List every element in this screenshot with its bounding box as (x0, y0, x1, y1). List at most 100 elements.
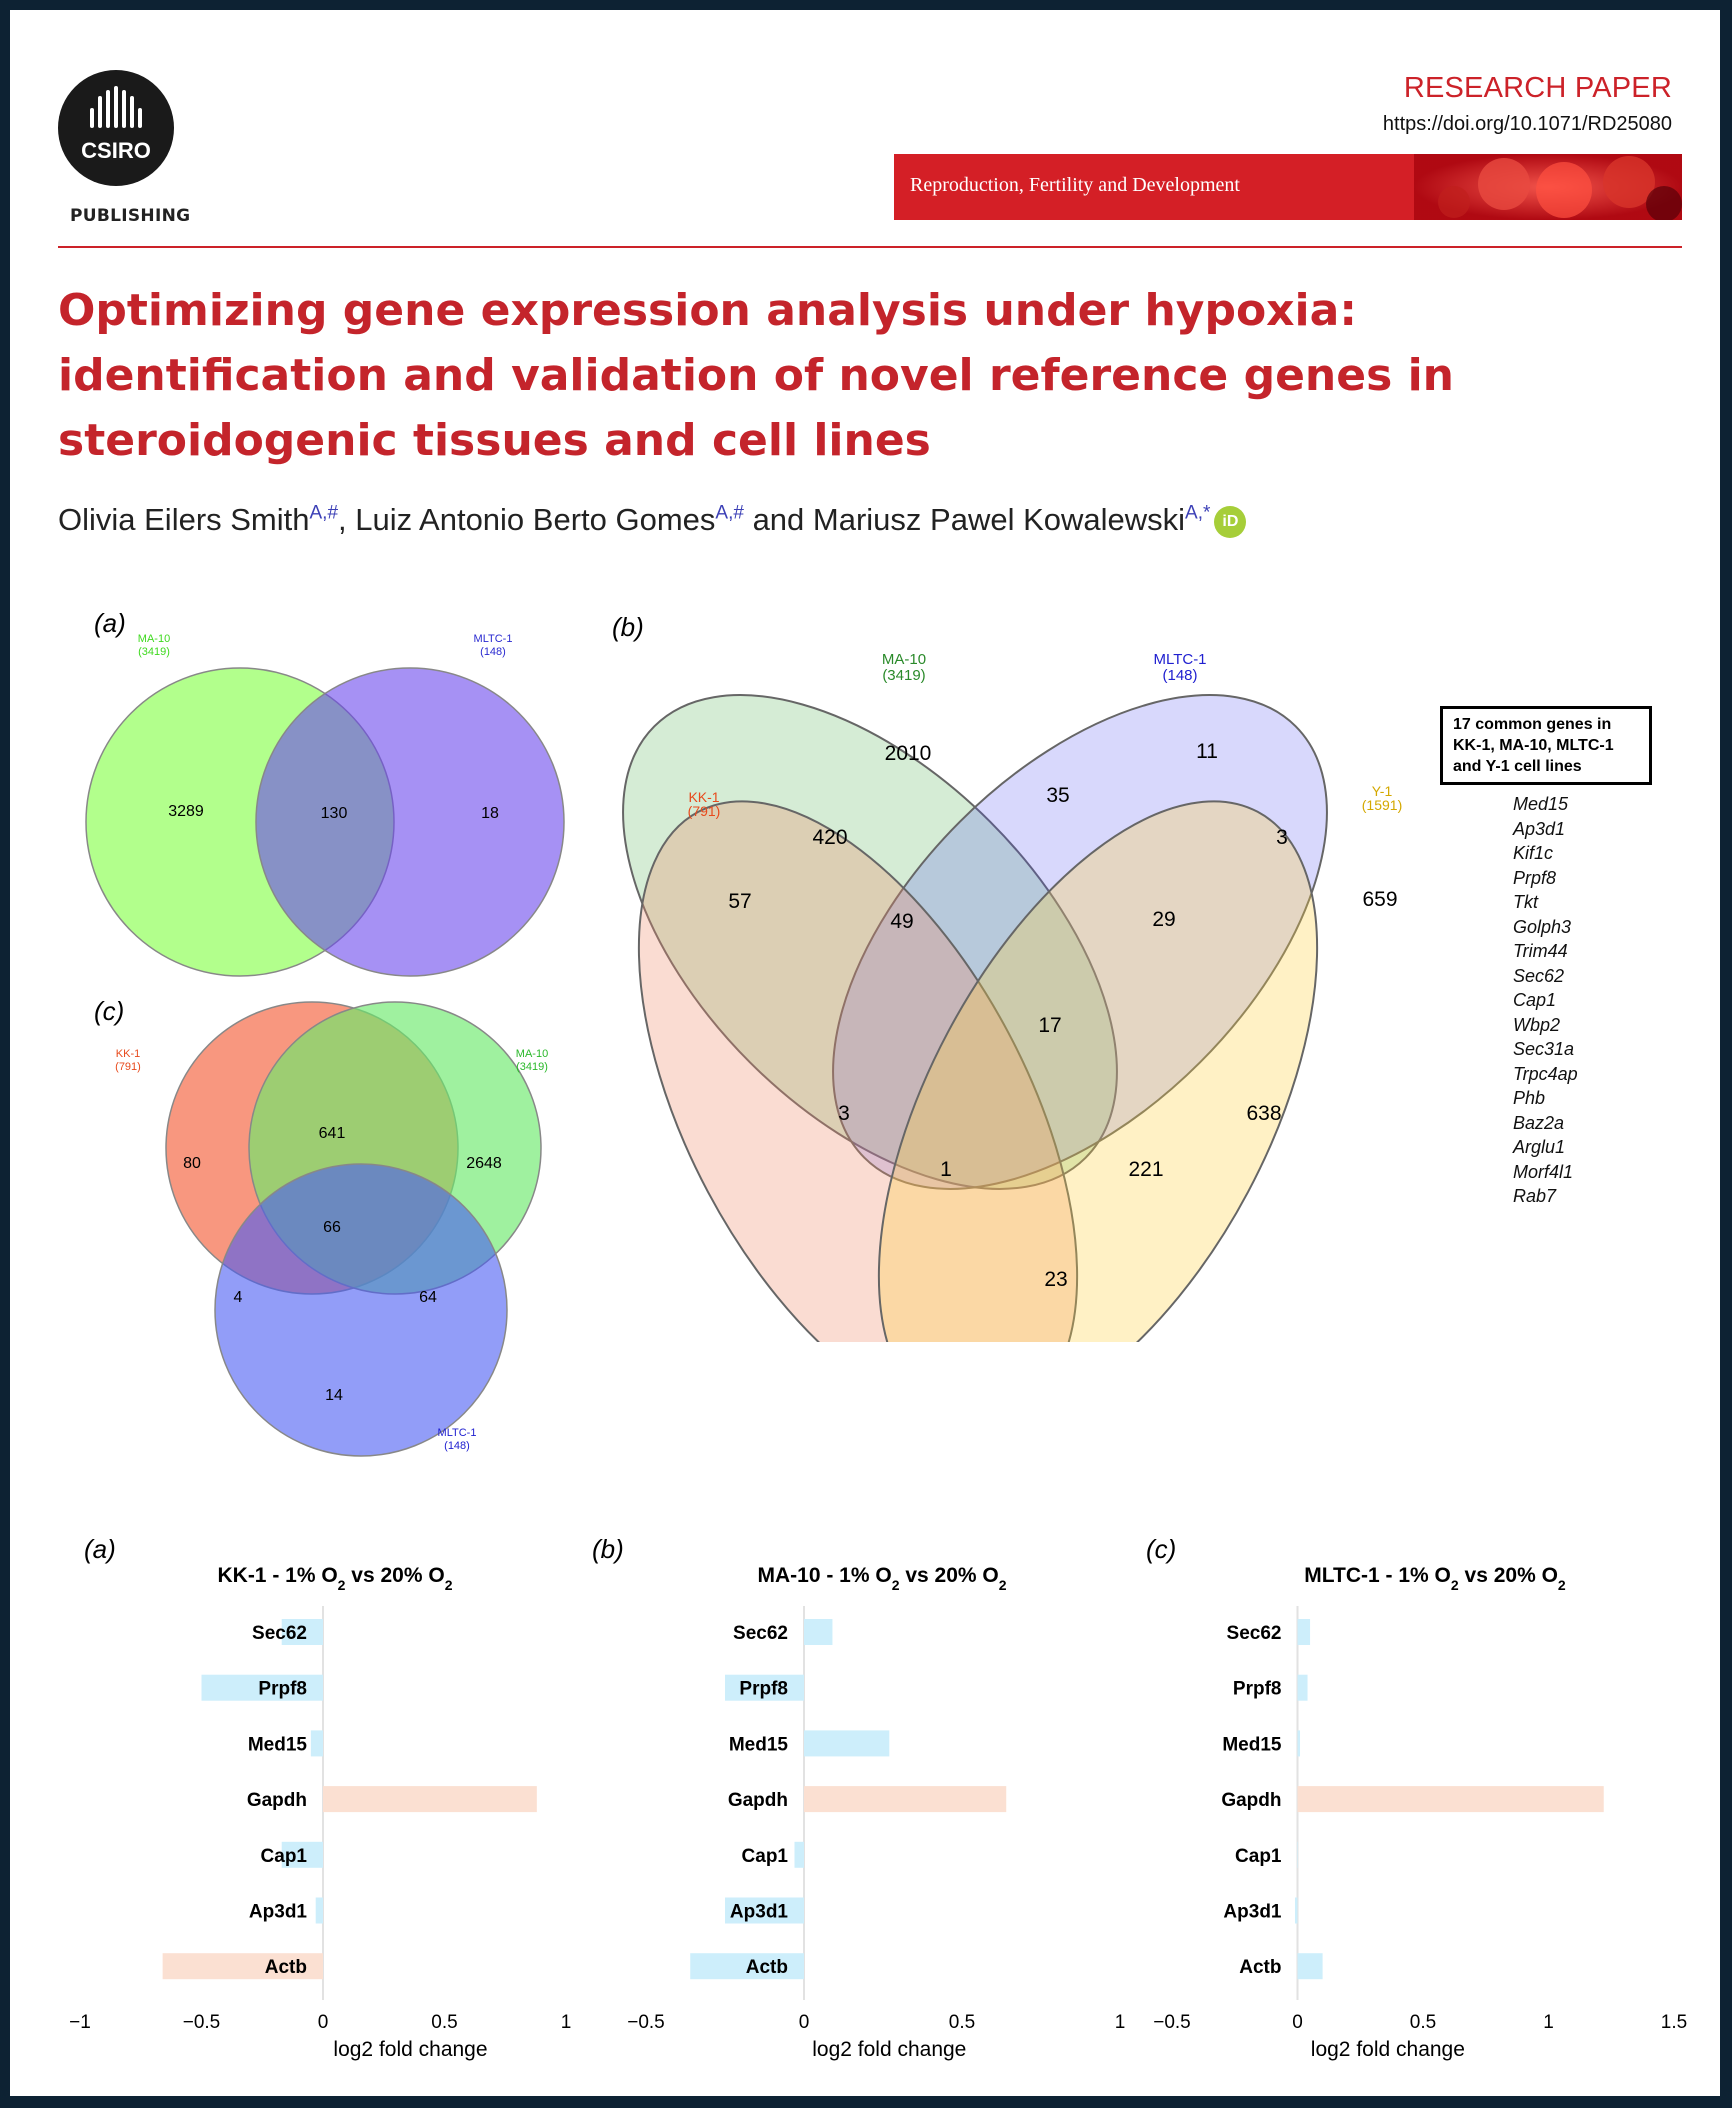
bar (1297, 1674, 1308, 1701)
region-count: 11 (1196, 740, 1218, 763)
region-count: 3 (838, 1102, 850, 1125)
category-label: Cap1 (1235, 1846, 1282, 1867)
set-count: (1591) (1362, 797, 1402, 813)
category-label: Sec62 (252, 1623, 307, 1644)
set-count: (148) (444, 1440, 470, 1452)
tick-label: 0.5 (1410, 2012, 1436, 2033)
region-count: 3289 (168, 803, 204, 820)
bar (323, 1786, 537, 1813)
tick-label: 0 (1292, 2012, 1303, 2033)
gene-item: Cap1 (1513, 990, 1557, 1010)
region-count: 2010 (885, 742, 932, 765)
author-name[interactable]: Mariusz Pawel Kowalewski (812, 502, 1186, 537)
bar (281, 1619, 323, 1645)
region-count: 18 (481, 805, 499, 822)
orcid-icon[interactable]: iD (1214, 505, 1247, 538)
bar (804, 1786, 1007, 1813)
bar (1297, 1619, 1311, 1645)
banner-image (1414, 154, 1682, 220)
set-name: MLTC-1 (1153, 651, 1206, 668)
tick-label: 0.5 (949, 2012, 975, 2033)
category-label: Ap3d1 (1223, 1902, 1282, 1923)
region-count: 17 (1038, 1014, 1061, 1037)
header-divider (58, 246, 1682, 248)
set-count: (148) (480, 646, 506, 658)
panel-label: (c) (1146, 1534, 1176, 1564)
region-count: 221 (1128, 1158, 1163, 1181)
category-label: Prpf8 (1233, 1679, 1282, 1700)
author-name[interactable]: Luiz Antonio Berto Gomes (355, 502, 716, 537)
category-label: Cap1 (742, 1846, 789, 1867)
category-label: Gapdh (247, 1790, 307, 1811)
venn-a: (a) MA-10 (3419) MLTC-1 (148) 3289 130 1… (85, 608, 565, 977)
journal-name: Reproduction, Fertility and Development (910, 174, 1240, 196)
chart-title: MA-10 - 1% O2 vs 20% O2 (757, 1564, 1006, 1593)
tick-label: −0.5 (627, 2012, 665, 2033)
category-label: Actb (1239, 1957, 1281, 1978)
set-name: KK-1 (116, 1048, 140, 1060)
region-count: 130 (321, 805, 348, 822)
tick-label: 0.5 (431, 2012, 457, 2033)
region-count: 64 (419, 1289, 437, 1306)
bar-charts: (a) KK-1 - 1% O2 vs 20% O2 Sec62 Prpf8 Med15… (69, 1534, 1687, 2061)
category-label: Actb (746, 1957, 788, 1978)
category-label: Med15 (729, 1734, 789, 1755)
region-count: 49 (890, 910, 913, 933)
venn-b: (b) MA-10 (3419) MLTC-1 (148) KK-1 (791)… (612, 612, 1402, 1342)
panel-label: (c) (94, 996, 124, 1026)
bar (725, 1897, 804, 1924)
venn-set-mltc1 (255, 667, 565, 977)
set-name: Y-1 (1372, 783, 1393, 799)
region-count: 29 (1152, 908, 1175, 931)
tick-label: 1 (1543, 2012, 1554, 2033)
category-label: Ap3d1 (249, 1902, 308, 1923)
panel-label: (a) (84, 1534, 116, 1564)
set-name: MLTC-1 (438, 1427, 477, 1439)
bar (1297, 1841, 1298, 1868)
region-count: 57 (728, 890, 751, 913)
bar (201, 1674, 323, 1701)
category-label: Med15 (248, 1734, 308, 1755)
tick-label: −0.5 (183, 2012, 221, 2033)
doi-link[interactable]: https://doi.org/10.1071/RD25080 (1382, 113, 1672, 135)
category-label: Gapdh (1221, 1790, 1281, 1811)
bar (162, 1953, 323, 1980)
gene-item: Golph3 (1513, 916, 1572, 937)
logo-wordmark: CSIRO (81, 138, 151, 163)
region-count: 35 (1046, 784, 1069, 807)
category-label: Cap1 (261, 1846, 308, 1867)
category-label: Gapdh (728, 1790, 788, 1811)
bar (1297, 1786, 1604, 1813)
bar (725, 1674, 804, 1701)
set-count: (3419) (882, 667, 925, 684)
gene-item: Prpf8 (1513, 867, 1557, 888)
region-count: 420 (812, 826, 847, 849)
chart-title: KK-1 - 1% O2 vs 20% O2 (217, 1564, 452, 1593)
set-name: MLTC-1 (474, 633, 513, 645)
region-count: 66 (323, 1219, 341, 1236)
set-count: (3419) (516, 1061, 548, 1073)
venn-set-mltc1 (214, 1163, 508, 1457)
region-count: 80 (183, 1155, 201, 1172)
set-name: MA-10 (516, 1048, 548, 1060)
venn-set-mltc1 (832, 694, 1328, 1190)
gene-item: Rab7 (1513, 1186, 1557, 1206)
chart-title: MLTC-1 - 1% O2 vs 20% O2 (1304, 1564, 1566, 1593)
region-count: 641 (319, 1125, 346, 1142)
category-label: Med15 (1222, 1734, 1282, 1755)
author-name[interactable]: Olivia Eilers Smith (58, 502, 310, 537)
gene-item: Med15 (1513, 794, 1569, 814)
panel-label: (a) (94, 608, 126, 638)
tick-label: 1.5 (1661, 2012, 1687, 2033)
common-genes-title: 17 common genes in KK-1, MA-10, MLTC-1 a… (1440, 706, 1652, 785)
set-count: (3419) (138, 646, 170, 658)
x-axis-label: log2 fold change (1311, 2038, 1465, 2061)
tick-label: 1 (561, 2012, 572, 2033)
bar (1297, 1730, 1301, 1757)
article-title: Optimizing gene expression analysis unde… (58, 285, 1454, 466)
gene-item: Trpc4ap (1513, 1063, 1578, 1084)
gene-item: Trim44 (1513, 941, 1568, 961)
category-label: Ap3d1 (730, 1902, 789, 1923)
tick-label: −1 (69, 2012, 91, 2033)
author-affil: A,# (309, 502, 339, 524)
